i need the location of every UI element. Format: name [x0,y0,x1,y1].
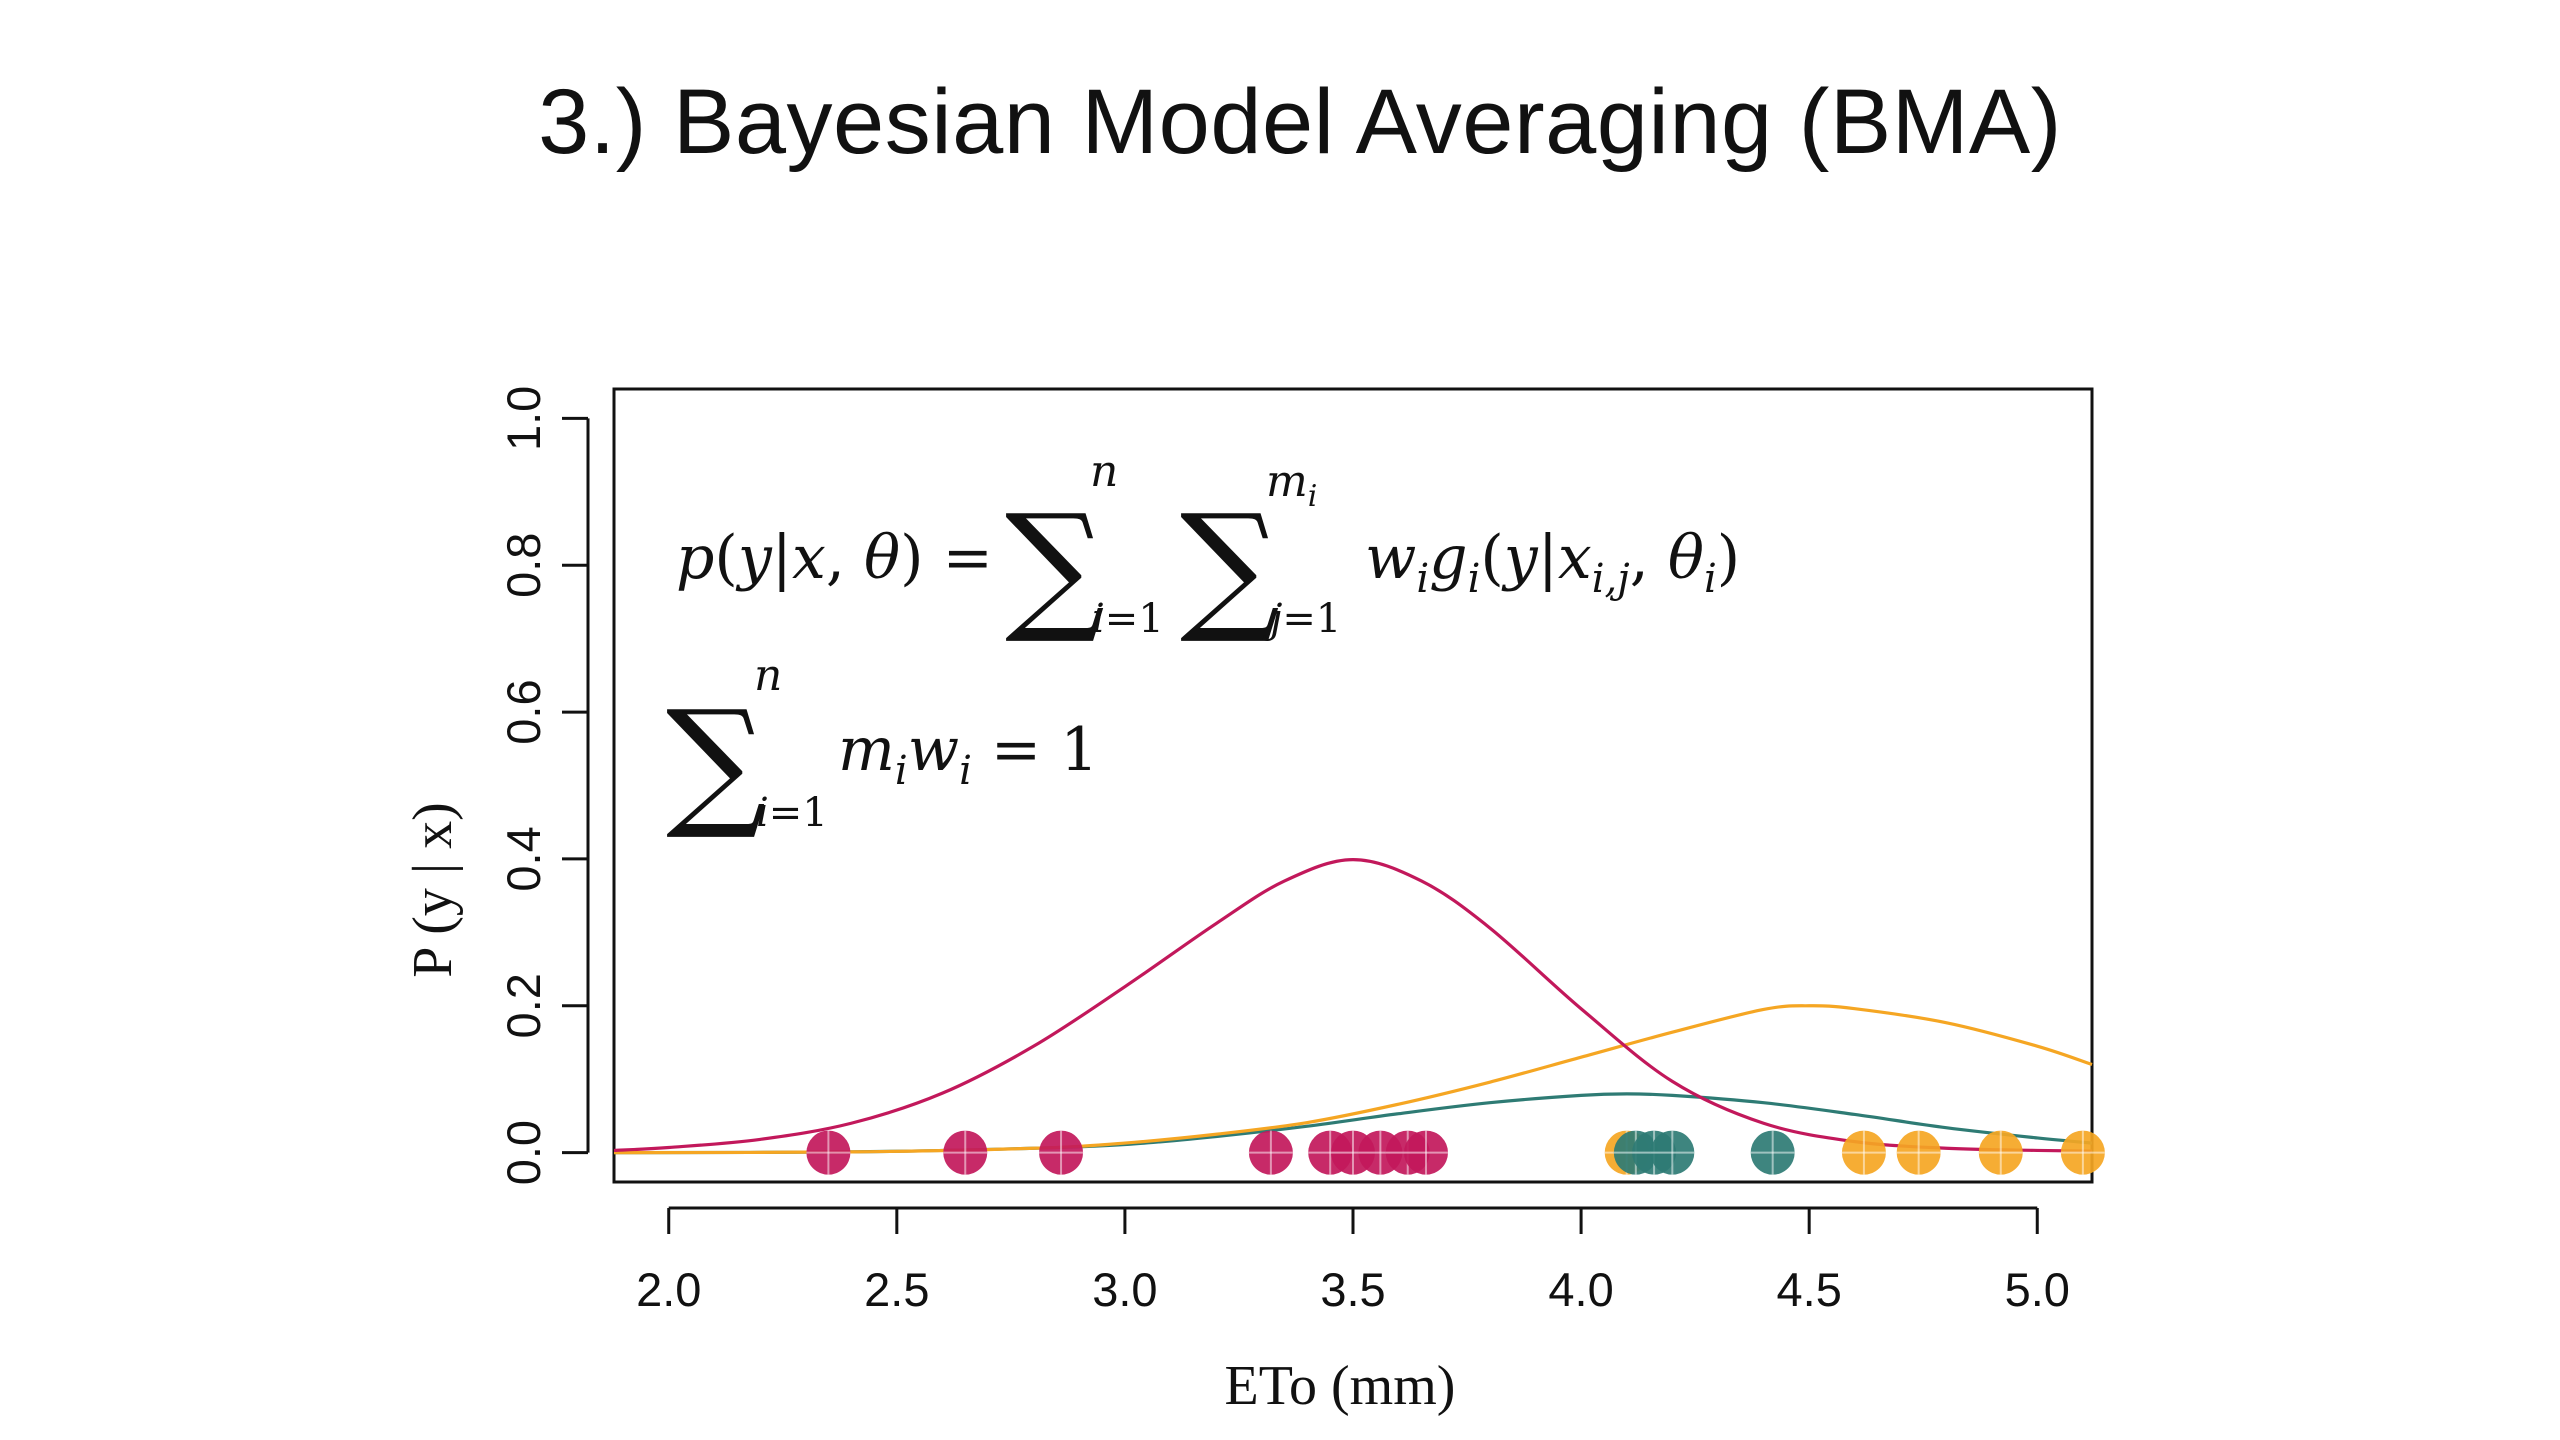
svg-text:∑: ∑ [1005,485,1105,648]
plot-frame [612,387,2094,1184]
y-tick-label: 0.8 [497,533,550,598]
svg-text:i=1: i=1 [756,790,828,836]
bma-formula-1: p(y|x, θ) = ∑ n i=1 ∑ mi j=1 wigi(y|xi,j… [676,446,1740,648]
x-tick-label: 3.5 [1320,1263,1385,1316]
slide-title: 3.) Bayesian Model Averaging (BMA) [538,71,2062,173]
x-axis-label: ETo (mm) [1225,1355,1456,1417]
svg-text:j=1: j=1 [1262,596,1341,642]
x-tick-label: 4.5 [1777,1263,1842,1316]
x-tick-label: 3.0 [1092,1263,1157,1316]
y-tick-label: 0.0 [497,1120,550,1185]
svg-text:p(y|x, θ) =: p(y|x, θ) = [676,523,993,593]
svg-text:n: n [1090,446,1118,497]
svg-text:wigi(y|xi,j, θi): wigi(y|xi,j, θi) [1365,523,1740,602]
series-layer [613,858,2093,1155]
y-tick-label: 0.2 [497,973,550,1038]
bma-formula-2: ∑ n i=1 miwi = 1 [666,650,1098,844]
svg-text:∑: ∑ [666,681,766,844]
svg-text:miwi = 1: miwi = 1 [838,715,1098,794]
series-line-2 [613,1004,2093,1155]
svg-text:mi: mi [1266,456,1317,514]
x-tick-label: 5.0 [2005,1263,2070,1316]
y-axis-label: P (y | x) [402,802,464,978]
svg-text:i=1: i=1 [1092,596,1164,642]
series-line-1 [613,858,2093,1153]
x-tick-label: 2.5 [864,1263,929,1316]
x-tick-label: 4.0 [1548,1263,1613,1316]
svg-text:n: n [754,650,782,701]
y-axis: 0.0 0.2 0.4 0.6 0.8 1.0 [497,386,590,1185]
y-tick-label: 0.4 [497,826,550,891]
y-tick-label: 0.6 [497,679,550,744]
y-tick-label: 1.0 [497,386,550,451]
x-axis: 2.0 2.5 3.0 3.5 4.0 4.5 5.0 [636,1206,2070,1316]
x-tick-label: 2.0 [636,1263,701,1316]
points-layer [806,1130,2105,1175]
svg-text:∑: ∑ [1180,485,1280,648]
